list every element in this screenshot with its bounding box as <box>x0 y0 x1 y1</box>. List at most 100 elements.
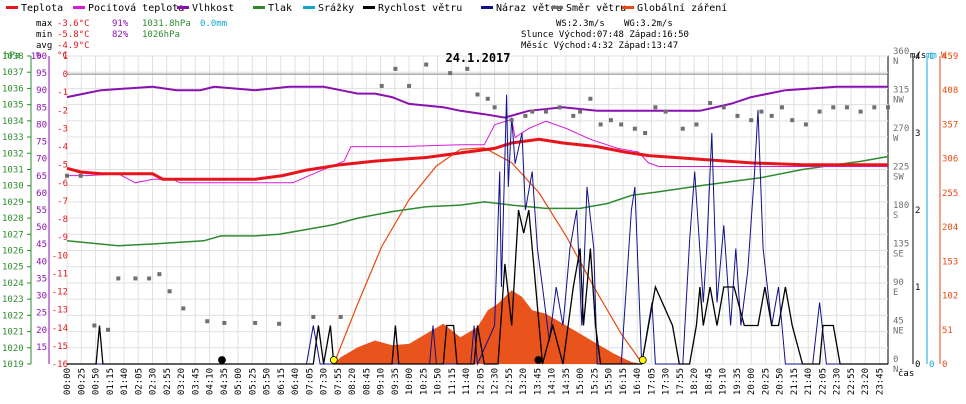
temp-tick-label: -1 <box>57 88 68 98</box>
temp-tick-label: -5 <box>57 161 68 171</box>
x-tick-label: 17:30 <box>662 368 672 395</box>
wind-dir-point <box>424 62 429 67</box>
series-temperature <box>66 137 888 181</box>
wind-dir-point <box>735 113 740 118</box>
x-tick-label: 11:40 <box>462 368 472 395</box>
humidity-tick-label: 70 <box>36 155 47 165</box>
legend-swatch <box>253 6 265 9</box>
legend-swatch <box>73 6 85 9</box>
legend-label: Náraz větru <box>496 2 562 14</box>
axis-unit-rain: mm <box>926 51 937 61</box>
wind-dir-tick-label: 270 <box>893 124 909 134</box>
pressure-tick-label: 1027 <box>2 230 24 240</box>
wind-speed-tick-label: 3 <box>915 129 920 139</box>
humidity-tick-label: 60 <box>36 189 47 199</box>
humidity-tick-label: 25 <box>36 309 47 319</box>
wind-dir-tick-label: 90 <box>893 278 904 288</box>
humidity-tick-label: 50 <box>36 223 47 233</box>
series-wind-gust <box>67 94 888 366</box>
wind-dir-point <box>181 306 186 311</box>
x-tick-label: 10:50 <box>434 368 444 395</box>
x-tick-label: 18:20 <box>690 368 700 395</box>
wind-dir-compass-label: NE <box>893 327 904 337</box>
x-tick-label: 04:35 <box>220 368 230 395</box>
stat-min-hum: 82% <box>112 30 129 40</box>
wind-dir-point <box>779 105 784 110</box>
wind-dir-point <box>588 96 593 101</box>
wind-dir-point <box>571 113 576 118</box>
legend-label: Rychlost větru <box>378 2 462 14</box>
wind-dir-point <box>708 101 713 106</box>
x-tick-label: 10:25 <box>419 368 429 395</box>
wind-dir-point <box>653 105 658 110</box>
legend-label: Tlak <box>268 3 292 14</box>
wind-dir-point <box>253 320 258 325</box>
wind-dir-compass-label: SW <box>893 173 904 183</box>
legend-label: Srážky <box>318 2 354 14</box>
wind-dir-point <box>790 118 795 123</box>
humidity-tick-label: 30 <box>36 292 47 302</box>
humidity-tick-label: 15 <box>36 343 47 353</box>
wind-dir-point <box>632 126 637 131</box>
radiation-tick-label: 204 <box>942 223 958 233</box>
wind-dir-tick-label: 135 <box>893 240 909 250</box>
pressure-tick-label: 1026 <box>2 247 24 257</box>
legend-label: Směr větru <box>566 2 626 14</box>
wind-dir-point <box>78 173 83 178</box>
wind-dir-compass-label: S <box>893 211 898 221</box>
x-tick-label: 23:45 <box>875 368 885 395</box>
legend-swatch <box>481 6 493 9</box>
x-tick-label: 21:40 <box>804 368 814 395</box>
x-tick-label: 16:40 <box>633 368 643 395</box>
axis-unit-humidity: % <box>36 51 42 61</box>
temp-tick-label: -8 <box>57 215 68 225</box>
wind-dir-point <box>338 314 343 319</box>
wind-dir-point <box>407 83 412 88</box>
series-feels-like <box>67 118 888 184</box>
radiation-tick-label: 459 <box>942 52 958 62</box>
wind-dir-point <box>65 173 69 178</box>
wind-dir-point <box>92 323 97 328</box>
stat-max-hum: 91% <box>112 19 129 29</box>
pressure-tick-label: 1033 <box>2 133 24 143</box>
pressure-tick-label: 1030 <box>2 182 24 192</box>
wind-dir-point <box>831 105 836 110</box>
temp-tick-label: -15 <box>52 342 68 352</box>
wind-dir-point <box>509 118 514 123</box>
x-tick-label: 22:30 <box>833 368 843 395</box>
wind-dir-tick-label: 225 <box>893 163 909 173</box>
pressure-tick-label: 1020 <box>2 344 24 354</box>
wind-dir-point <box>578 109 583 114</box>
stat-moon: Měsíc Východ:4:32 Západ:13:47 <box>521 41 678 51</box>
temp-tick-label: -13 <box>52 306 68 316</box>
stat-min-label: min <box>36 30 52 40</box>
x-tick-label: 00:50 <box>92 368 102 395</box>
wind-dir-point <box>557 105 562 110</box>
wind-dir-point <box>749 118 754 123</box>
wind-dir-point <box>530 109 535 114</box>
pressure-tick-label: 1025 <box>2 263 24 273</box>
wind-dir-point <box>872 105 877 110</box>
axis-unit-pressure: hPa <box>4 51 20 61</box>
wind-dir-point <box>379 83 384 88</box>
wind-dir-point <box>694 122 699 127</box>
x-tick-label: 04:10 <box>206 368 216 395</box>
rain-tick-label: 1 <box>929 52 934 62</box>
temp-tick-label: -2 <box>57 106 68 116</box>
pressure-tick-label: 1028 <box>2 214 24 224</box>
humidity-tick-label: 100 <box>31 52 47 62</box>
wind-dir-point <box>608 118 613 123</box>
stat-avg-label: avg <box>36 41 52 51</box>
marker-moonset <box>534 356 543 364</box>
wind-dir-tick-label: 180 <box>893 201 909 211</box>
temp-tick-label: -12 <box>52 288 68 298</box>
wind-speed-tick-label: 2 <box>915 206 920 216</box>
pressure-tick-label: 1024 <box>2 279 24 289</box>
x-tick-label: 03:20 <box>177 368 187 395</box>
pressure-tick-label: 1037 <box>2 68 24 78</box>
x-tick-label: 17:55 <box>676 368 686 395</box>
temp-tick-label: 1 <box>63 52 68 62</box>
x-tick-label: 20:50 <box>776 368 786 395</box>
humidity-tick-label: 65 <box>36 172 47 182</box>
wind-dir-point <box>803 122 808 127</box>
